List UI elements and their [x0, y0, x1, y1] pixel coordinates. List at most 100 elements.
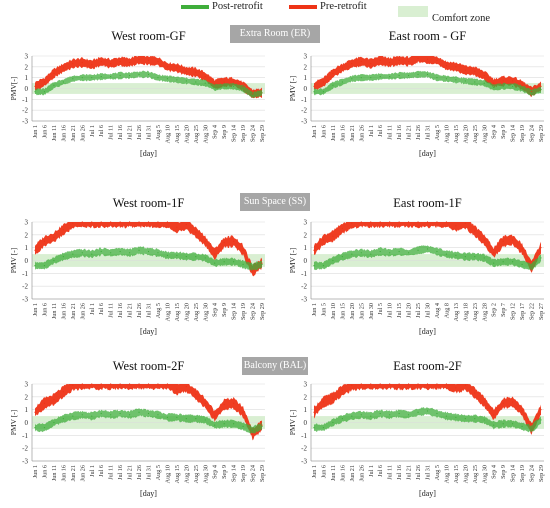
data-point-pre: [540, 247, 542, 249]
x-tick-label: Jul 5: [377, 303, 384, 315]
data-point-post: [223, 423, 225, 425]
x-tick-label: Jun 21: [70, 465, 77, 481]
x-tick-label: Jul 6: [98, 303, 105, 315]
data-point-pre: [223, 403, 225, 406]
x-tick-label: Jun 6: [320, 465, 327, 478]
x-tick-label: Sep 24: [250, 125, 257, 142]
x-tick-label: Aug 5: [434, 465, 441, 480]
data-point-pre: [100, 221, 102, 223]
x-tick-label: Sep 24: [250, 465, 257, 482]
x-tick-label: Aug 5: [155, 303, 162, 318]
data-point-post: [379, 75, 381, 78]
data-point-post: [138, 249, 140, 251]
data-point-pre: [436, 221, 438, 223]
x-tick-label: Jul 11: [387, 465, 394, 480]
data-point-post: [214, 424, 216, 426]
data-point-post: [360, 77, 362, 79]
data-point-pre: [341, 67, 343, 69]
x-tick-label: Aug 20: [183, 125, 190, 143]
data-point-pre: [464, 222, 466, 224]
data-point-post: [521, 87, 523, 90]
x-tick-label: Sep 9: [500, 125, 507, 139]
data-point-pre: [233, 81, 235, 83]
x-tick-label: Jul 6: [98, 465, 105, 477]
x-tick-label: Jul 31: [425, 125, 432, 140]
data-point-pre: [360, 60, 362, 63]
data-point-pre: [176, 226, 178, 228]
x-tick-label: Jul 26: [415, 125, 422, 140]
data-point-pre: [72, 62, 74, 65]
x-tick-label: Aug 13: [453, 303, 460, 321]
y-tick-label: -1: [22, 96, 28, 104]
x-tick-label: Jun 6: [41, 125, 48, 138]
data-point-post: [166, 254, 169, 256]
data-point-post: [72, 78, 74, 80]
data-point-pre: [223, 241, 225, 244]
data-point-pre: [53, 236, 55, 238]
x-tick-label: Sep 14: [510, 125, 517, 142]
data-point-post: [100, 75, 102, 78]
data-point-pre: [398, 59, 400, 61]
x-tick-label: Aug 15: [453, 465, 460, 483]
data-point-post: [233, 85, 235, 87]
data-point-pre: [540, 85, 542, 87]
x-tick-label: Aug 20: [462, 465, 469, 483]
data-point-pre: [233, 402, 235, 404]
x-tick-label: Aug 8: [443, 303, 450, 318]
data-point-post: [379, 250, 381, 253]
y-tick-label: 0: [304, 85, 308, 93]
x-axis-label: [day]: [419, 489, 436, 498]
data-point-post: [147, 412, 150, 415]
data-point-post: [214, 86, 216, 89]
data-point-pre: [43, 402, 46, 404]
data-point-pre: [502, 402, 504, 404]
data-point-post: [360, 414, 362, 416]
data-point-pre: [81, 383, 83, 385]
data-point-post: [426, 410, 429, 412]
data-point-pre: [483, 74, 485, 77]
data-point-pre: [195, 393, 197, 395]
x-tick-label: Aug 15: [174, 303, 181, 321]
data-point-pre: [332, 235, 334, 237]
x-tick-label: Jul 31: [146, 465, 153, 480]
x-axis-label: [day]: [419, 327, 436, 336]
data-point-pre: [398, 383, 400, 385]
x-tick-label: Jul 1: [368, 465, 375, 477]
x-tick-label: Aug 15: [453, 125, 460, 143]
data-point-pre: [185, 223, 187, 226]
data-point-pre: [81, 61, 83, 64]
data-point-pre: [341, 227, 343, 230]
data-point-pre: [62, 391, 64, 393]
data-point-post: [332, 259, 334, 262]
data-point-post: [204, 419, 206, 421]
data-point-post: [223, 85, 225, 87]
y-tick-label: 0: [304, 257, 308, 265]
data-point-post: [91, 253, 93, 255]
data-point-pre: [100, 383, 102, 385]
data-point-post: [185, 80, 187, 82]
y-tick-label: 3: [304, 219, 308, 227]
x-tick-label: Aug 30: [202, 125, 209, 143]
data-point-post: [493, 424, 495, 426]
data-point-pre: [512, 239, 514, 241]
x-tick-label: Jul 26: [136, 125, 143, 140]
y-tick-label: 2: [25, 231, 29, 239]
x-tick-label: Jun 21: [70, 125, 77, 141]
data-point-pre: [370, 383, 372, 385]
data-point-post: [34, 91, 36, 93]
data-point-pre: [417, 221, 419, 223]
x-tick-label: Sep 9: [221, 125, 228, 139]
series-pre-retrofit-band: [35, 222, 262, 277]
x-tick-label: Jul 6: [377, 465, 384, 477]
x-tick-label: Jun 1: [311, 465, 318, 478]
data-point-post: [407, 252, 410, 254]
x-tick-label: Aug 28: [481, 303, 488, 321]
data-point-pre: [351, 62, 353, 65]
data-point-post: [483, 257, 485, 259]
data-point-post: [474, 256, 476, 258]
y-tick-label: -2: [301, 283, 307, 291]
x-tick-label: Aug 20: [183, 303, 190, 321]
x-tick-label: Jun 15: [339, 303, 346, 319]
